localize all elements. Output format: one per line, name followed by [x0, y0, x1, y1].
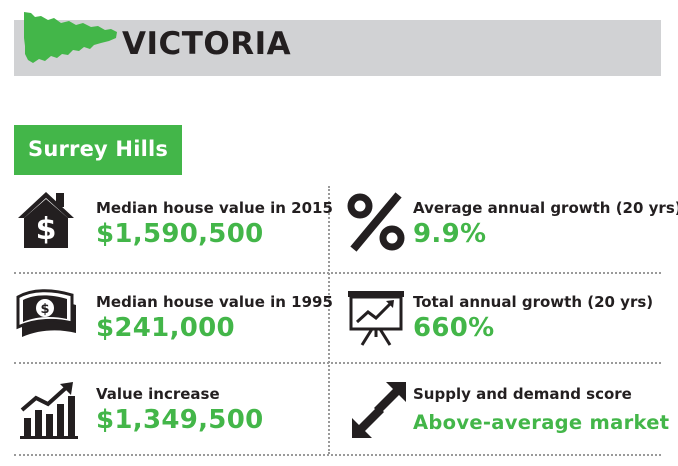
house-dollar-icon: $ — [18, 192, 74, 248]
row-divider — [14, 272, 661, 274]
presentation-chart-icon — [348, 291, 404, 346]
column-divider — [328, 186, 330, 454]
total-growth-label: Total annual growth (20 yrs) — [413, 293, 654, 311]
suburb-badge: Surrey Hills — [14, 125, 182, 175]
median-1995-value: $241,000 — [96, 313, 235, 343]
median-2015-value: $1,590,500 — [96, 219, 264, 249]
victoria-map-icon — [24, 12, 117, 63]
up-down-arrows-icon — [352, 382, 406, 438]
percent-icon — [347, 192, 405, 252]
row-divider — [14, 362, 661, 364]
page-title: VICTORIA — [122, 26, 292, 62]
svg-text:$: $ — [36, 212, 57, 247]
banknote-icon: $ — [16, 289, 76, 337]
row-divider — [14, 454, 661, 456]
value-increase-label: Value increase — [96, 385, 220, 403]
suburb-name: Surrey Hills — [28, 137, 169, 161]
median-2015-label: Median house value in 2015 — [96, 199, 333, 217]
total-growth-value: 660% — [413, 313, 495, 343]
supply-demand-value: Above-average market — [413, 411, 670, 434]
annual-growth-value: 9.9% — [413, 219, 487, 249]
value-increase-value: $1,349,500 — [96, 405, 264, 435]
bar-chart-arrow-icon — [20, 382, 78, 439]
svg-text:$: $ — [40, 302, 49, 317]
header-banner — [14, 20, 661, 76]
median-1995-label: Median house value in 1995 — [96, 293, 333, 311]
annual-growth-label: Average annual growth (20 yrs) — [413, 199, 678, 217]
supply-demand-label: Supply and demand score — [413, 385, 632, 403]
